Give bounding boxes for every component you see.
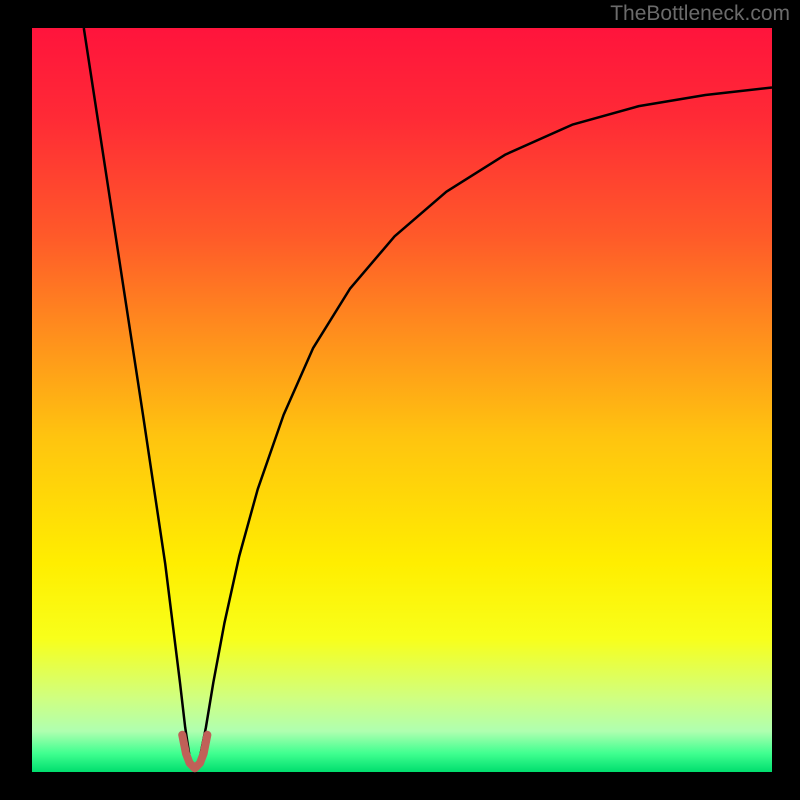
watermark-text: TheBottleneck.com (610, 2, 790, 26)
plot-background (32, 28, 772, 772)
chart-container: TheBottleneck.com (0, 0, 800, 800)
bottleneck-chart (0, 0, 800, 800)
